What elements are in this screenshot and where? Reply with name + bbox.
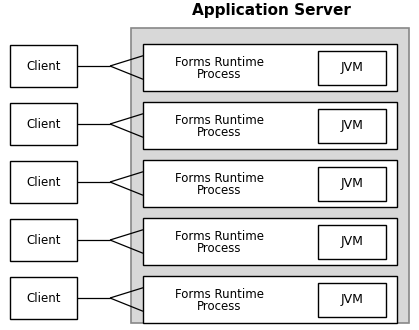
Text: Forms Runtime: Forms Runtime — [175, 288, 264, 301]
Bar — [131, 28, 409, 323]
Bar — [10, 219, 77, 261]
Text: Process: Process — [197, 184, 241, 197]
Bar — [10, 45, 77, 87]
Text: Process: Process — [197, 68, 241, 81]
Text: JVM: JVM — [341, 293, 363, 307]
Bar — [143, 44, 397, 91]
Text: JVM: JVM — [341, 119, 363, 133]
Bar — [318, 109, 386, 143]
Bar — [318, 167, 386, 201]
Text: Process: Process — [197, 126, 241, 139]
Bar — [143, 218, 397, 265]
Text: Client: Client — [26, 59, 61, 73]
Text: Client: Client — [26, 291, 61, 305]
Text: JVM: JVM — [341, 61, 363, 75]
Bar — [143, 102, 397, 149]
Text: Forms Runtime: Forms Runtime — [175, 56, 264, 69]
Bar — [10, 161, 77, 203]
Bar — [143, 160, 397, 207]
Text: Process: Process — [197, 300, 241, 313]
Text: Application Server: Application Server — [191, 3, 350, 18]
Bar — [318, 283, 386, 317]
Text: Client: Client — [26, 176, 61, 188]
Text: Forms Runtime: Forms Runtime — [175, 114, 264, 127]
Text: Client: Client — [26, 117, 61, 130]
Text: Forms Runtime: Forms Runtime — [175, 230, 264, 243]
Text: Forms Runtime: Forms Runtime — [175, 172, 264, 185]
Bar — [318, 51, 386, 85]
Text: JVM: JVM — [341, 236, 363, 248]
Bar — [10, 103, 77, 145]
Text: Process: Process — [197, 242, 241, 255]
Text: Client: Client — [26, 234, 61, 247]
Bar — [143, 276, 397, 323]
Bar — [318, 225, 386, 259]
Bar — [10, 277, 77, 319]
Text: JVM: JVM — [341, 178, 363, 190]
